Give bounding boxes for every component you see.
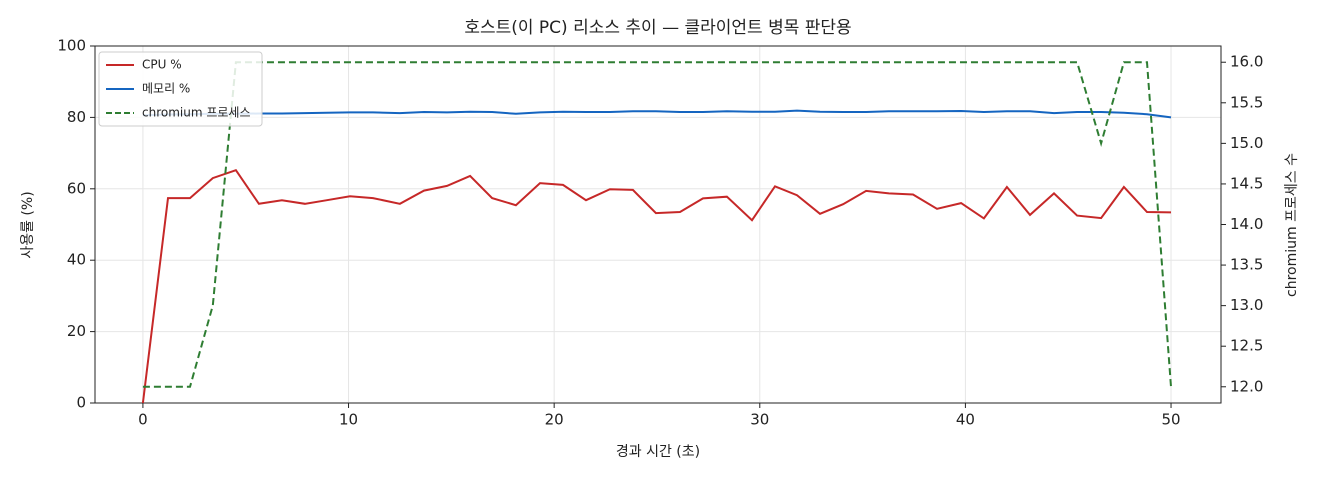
x-axis-label: 경과 시간 (초) <box>616 444 700 460</box>
legend-label: chromium 프로세스 <box>142 106 251 120</box>
y2-tick-label: 12.5 <box>1230 337 1263 355</box>
legend-label: 메모리 % <box>142 82 190 96</box>
y2-axis-label: chromium 프로세스 수 <box>1284 153 1300 297</box>
legend-box <box>98 51 263 127</box>
y2-tick-label: 16.0 <box>1230 53 1263 71</box>
y-tick-label: 0 <box>76 394 86 412</box>
y-tick-label: 80 <box>67 108 86 126</box>
chart-title: 호스트(이 PC) 리소스 추이 — 클라이언트 병목 판단용 <box>464 18 851 38</box>
data-line <box>142 109 1172 119</box>
legend-label: CPU % <box>142 58 182 72</box>
y-tick-label: 100 <box>57 37 86 55</box>
x-tick-label: 20 <box>545 411 564 429</box>
y-tick-label: 20 <box>67 322 86 340</box>
y-tick-label: 60 <box>67 179 86 197</box>
y2-tick-label: 14.5 <box>1230 174 1263 192</box>
x-tick-label: 40 <box>956 411 975 429</box>
y2-tick-label: 15.5 <box>1230 93 1263 111</box>
data-line <box>141 169 1172 404</box>
y-tick-label: 40 <box>67 251 86 269</box>
x-tick-label: 10 <box>339 411 358 429</box>
y2-tick-label: 15.0 <box>1230 134 1263 152</box>
data-line <box>142 61 1172 388</box>
x-tick-label: 50 <box>1161 411 1180 429</box>
y-axis-label: 사용률 (%) <box>20 191 36 258</box>
plot-frame <box>94 45 1222 404</box>
y2-tick-label: 14.0 <box>1230 215 1263 233</box>
x-tick-label: 0 <box>138 411 148 429</box>
x-tick-label: 30 <box>750 411 769 429</box>
y2-tick-label: 13.5 <box>1230 256 1263 274</box>
y2-tick-label: 13.0 <box>1230 296 1263 314</box>
y2-tick-label: 12.0 <box>1230 377 1263 395</box>
